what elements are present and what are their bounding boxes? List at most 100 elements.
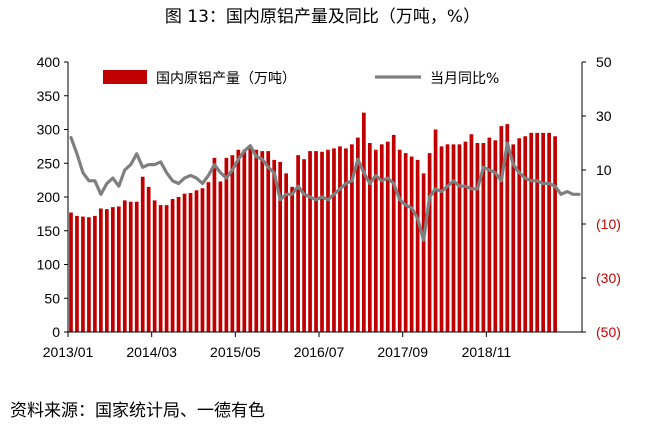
bar — [194, 190, 199, 332]
legend-swatch-bar — [103, 70, 147, 84]
bar — [517, 138, 522, 332]
bar — [296, 155, 300, 332]
bar — [218, 181, 223, 332]
bar — [397, 149, 402, 332]
bar — [427, 153, 432, 332]
bar — [308, 151, 312, 332]
y-left-tick-label: 200 — [37, 189, 61, 205]
bar — [81, 216, 85, 332]
bar — [511, 144, 516, 332]
bar — [278, 161, 283, 332]
bar — [284, 173, 289, 332]
source-note: 资料来源：国家统计局、一德有色 — [10, 401, 265, 421]
bar — [415, 159, 420, 332]
bar — [535, 132, 540, 332]
bar — [75, 215, 79, 332]
bar — [158, 205, 163, 332]
y-left-tick-label: 0 — [52, 324, 60, 340]
y-right-tick-label: 10 — [596, 162, 612, 178]
line-series — [69, 136, 581, 242]
bar — [170, 199, 175, 332]
bar — [242, 149, 247, 332]
bar — [110, 207, 115, 332]
y-left-tick-label: 300 — [37, 122, 61, 138]
bar — [356, 137, 360, 332]
bar — [326, 149, 330, 332]
y-left-tick-label: 150 — [37, 223, 61, 239]
bar — [457, 144, 462, 332]
bar — [350, 144, 354, 332]
bar — [553, 136, 557, 332]
bar — [272, 159, 277, 332]
bar — [140, 176, 145, 332]
y-right-tick-label: (30) — [596, 270, 621, 286]
bar — [128, 201, 133, 332]
bar — [367, 143, 372, 332]
x-tick-label: 2016/07 — [294, 344, 345, 360]
bar — [529, 132, 534, 332]
bar — [152, 200, 157, 332]
bar — [403, 153, 408, 332]
bar — [475, 143, 480, 332]
legend-label-line: 当月同比% — [430, 71, 499, 87]
y-left-tick-label: 50 — [44, 290, 60, 306]
y-left-tick-label: 400 — [37, 54, 61, 70]
bar — [469, 134, 474, 332]
bar — [134, 201, 139, 332]
bar — [302, 159, 306, 332]
bar — [361, 112, 366, 332]
bar — [266, 151, 271, 332]
bar — [212, 157, 217, 332]
bar — [344, 148, 348, 332]
bar — [182, 193, 187, 332]
bar — [69, 212, 73, 332]
bar — [146, 186, 151, 332]
bar — [463, 141, 468, 332]
bar — [385, 141, 390, 332]
y-right-tick-label: (10) — [596, 216, 621, 232]
bar — [99, 208, 103, 332]
bar — [164, 205, 169, 332]
bar — [338, 146, 342, 332]
yoy-line — [69, 136, 581, 242]
bar — [391, 134, 396, 332]
bar — [409, 156, 414, 332]
bar — [290, 186, 294, 332]
bar — [379, 144, 384, 332]
bar — [493, 140, 498, 332]
bar — [523, 136, 528, 332]
bar — [260, 151, 265, 332]
bar — [451, 144, 456, 332]
bar — [421, 173, 426, 332]
bar — [93, 215, 97, 332]
bar — [433, 129, 438, 332]
bar — [499, 126, 504, 332]
bar — [248, 146, 253, 332]
bar — [487, 137, 492, 332]
bar — [176, 197, 181, 332]
bar — [541, 132, 546, 332]
bar — [481, 143, 486, 332]
y-right-tick-label: (50) — [596, 324, 621, 340]
x-tick-label: 2017/09 — [377, 344, 428, 360]
bar — [188, 192, 193, 332]
bar — [116, 206, 121, 332]
y-right-tick-label: 30 — [596, 108, 612, 124]
legend-label-bar: 国内原铝产量（万吨） — [156, 71, 296, 87]
bar — [505, 124, 510, 332]
bar — [373, 149, 378, 332]
x-tick-label: 2015/05 — [210, 344, 261, 360]
bar — [445, 144, 450, 332]
y-left-tick-label: 250 — [37, 155, 61, 171]
bar — [206, 182, 211, 332]
y-left-tick-label: 350 — [37, 88, 61, 104]
y-left-tick-label: 100 — [37, 257, 61, 273]
bar — [87, 217, 91, 332]
bar — [320, 151, 324, 332]
bar — [200, 188, 205, 332]
bar — [224, 157, 229, 332]
x-tick-label: 2014/03 — [126, 344, 177, 360]
bar — [439, 146, 444, 332]
axes: 0 50 100 150 200 250 300 350 400 (50) (30) (10) 10 30… — [37, 54, 621, 360]
